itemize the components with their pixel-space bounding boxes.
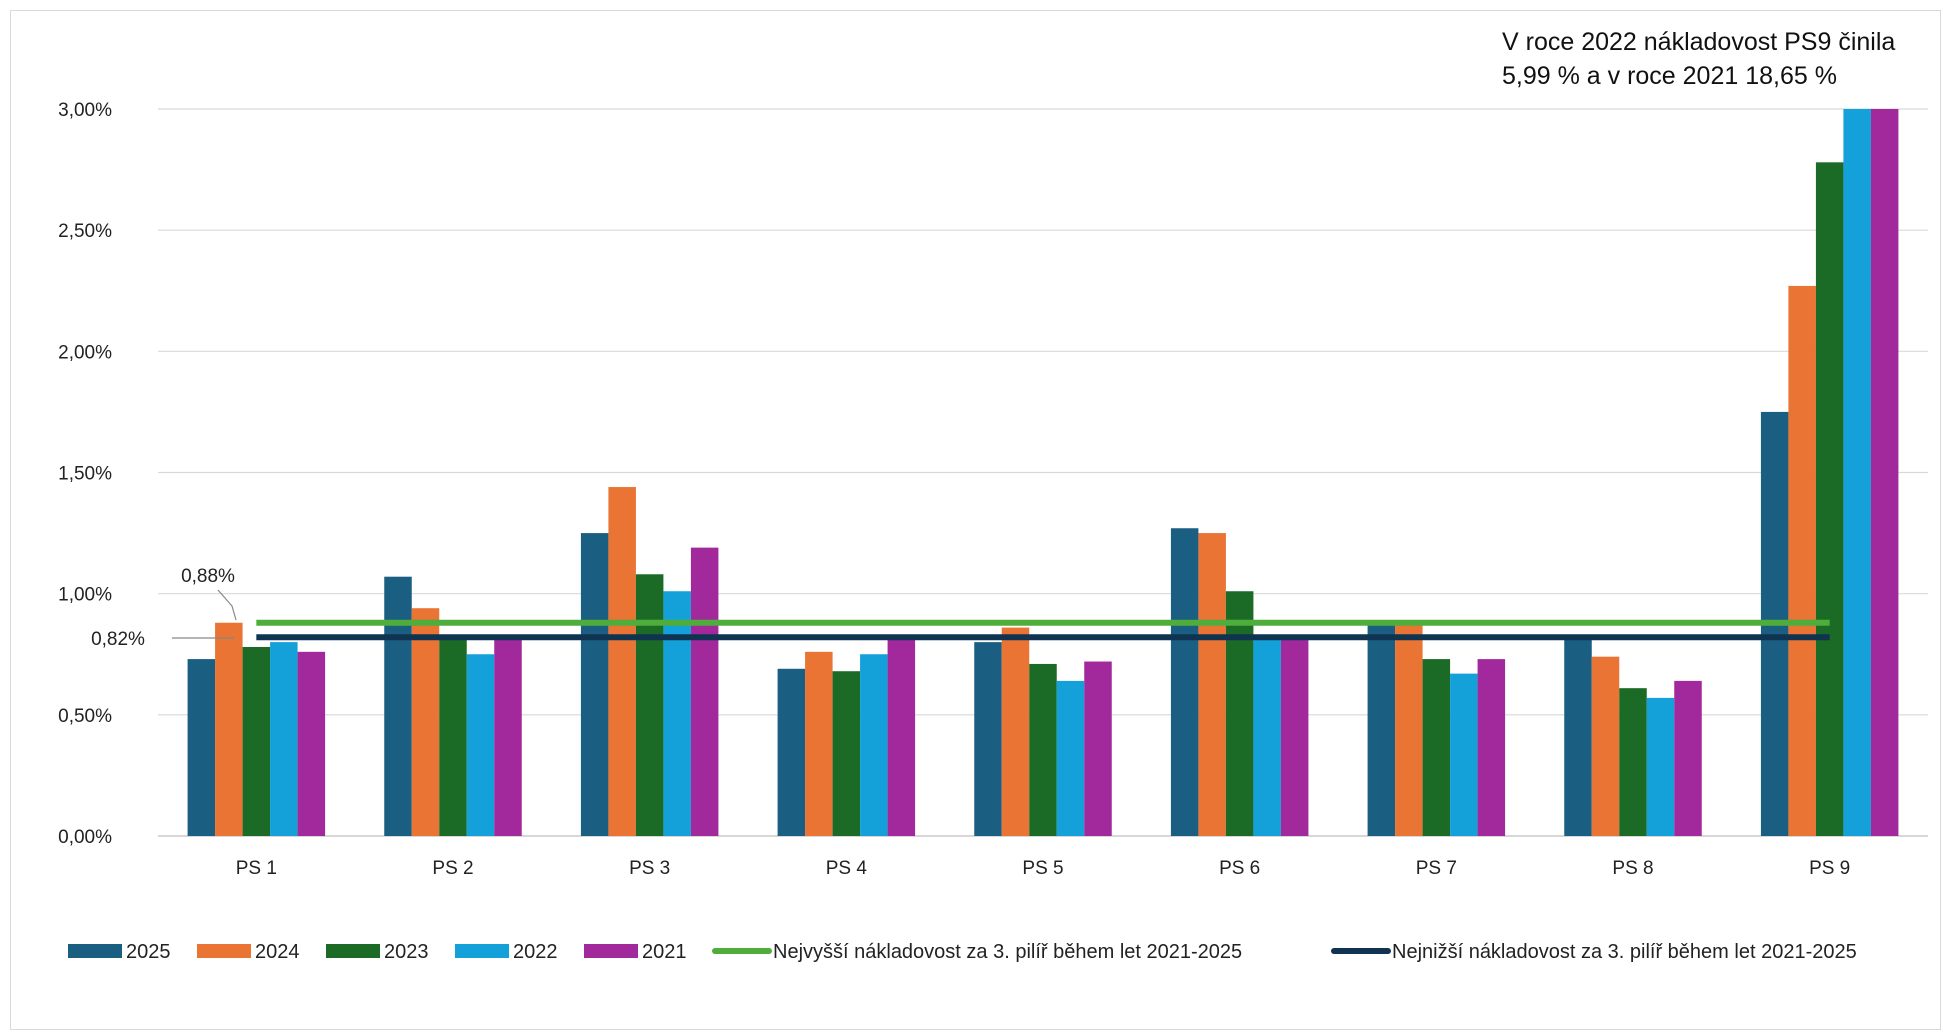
legend-label: 2023 <box>384 941 429 963</box>
bar-2022-ps3 <box>663 591 691 836</box>
legend-swatch <box>584 944 638 958</box>
x-tick-label: PS 2 <box>432 858 473 879</box>
bar-2021-ps4 <box>887 634 916 836</box>
legend: 2025 2024 2023 2022 2021 Nejvyšší nákladovost… <box>68 941 1857 963</box>
bar-2021-ps3 <box>690 547 719 836</box>
bar-2024-ps7 <box>1395 622 1423 836</box>
bar-2021-ps1 <box>297 651 326 836</box>
bar-2023-ps2 <box>439 639 467 836</box>
bar-2021-ps9 <box>1870 109 1899 836</box>
y-tick-label: 0,50% <box>58 706 112 727</box>
bar-2022-ps1 <box>270 642 298 836</box>
legend-swatch <box>68 944 122 958</box>
legend-label: 2022 <box>513 941 558 963</box>
annotation-line-1: V roce 2022 nákladovost PS9 činila <box>1502 28 1895 56</box>
bar-2022-ps9 <box>1843 109 1871 836</box>
x-tick-label: PS 4 <box>826 858 868 879</box>
y-tick-label: 2,00% <box>58 342 112 363</box>
bar-2025-ps3 <box>580 533 609 836</box>
bar-2024-ps8 <box>1591 656 1620 836</box>
bar-2024-ps5 <box>1001 627 1030 836</box>
bar-2023-ps5 <box>1029 663 1057 836</box>
reference-line-label: 0,88% <box>181 566 235 587</box>
bar-2024-ps3 <box>608 487 636 836</box>
bar-2024-ps4 <box>805 651 833 836</box>
label-leader-line <box>217 589 237 621</box>
x-axis-ticks: PS 1 PS 2 PS 3 PS 4 PS 5 PS 6 PS 7 PS 8 PS 9 <box>236 858 1851 879</box>
bar-2021-ps5 <box>1084 661 1112 836</box>
bar-2021-ps2 <box>494 634 522 836</box>
y-axis-ticks: 0,00% 0,50% 1,00% 1,50% 2,00% 2,50% 3,00% <box>58 100 112 848</box>
x-tick-label: PS 8 <box>1612 858 1653 879</box>
bar-2024-ps6 <box>1198 533 1226 836</box>
bar-2025-ps7 <box>1367 625 1396 836</box>
bar-2022-ps5 <box>1056 680 1085 836</box>
bars <box>187 109 1899 836</box>
bar-2023-ps4 <box>832 671 861 836</box>
x-tick-label: PS 7 <box>1416 858 1457 879</box>
bar-2024-ps2 <box>411 608 440 836</box>
bar-2023-ps3 <box>635 574 664 836</box>
bar-2025-ps1 <box>187 659 216 836</box>
bar-2025-ps6 <box>1170 528 1199 836</box>
reference-lines: 0,88% 0,82% <box>91 566 1830 650</box>
bar-2023-ps6 <box>1225 591 1254 836</box>
bar-2024-ps1 <box>215 622 243 836</box>
bar-2023-ps9 <box>1815 162 1844 836</box>
bar-2023-ps1 <box>242 646 271 836</box>
bar-2021-ps8 <box>1674 680 1702 836</box>
legend-label: Nejvyšší nákladovost za 3. pilíř během l… <box>773 941 1242 963</box>
reference-line-label: 0,82% <box>91 629 145 650</box>
bar-2022-ps7 <box>1450 673 1478 836</box>
bar-2024-ps9 <box>1788 285 1816 836</box>
bar-2023-ps7 <box>1422 659 1451 836</box>
bar-2022-ps6 <box>1253 634 1281 836</box>
y-tick-label: 0,00% <box>58 827 112 848</box>
bar-2021-ps7 <box>1477 659 1506 836</box>
y-tick-label: 2,50% <box>58 221 112 242</box>
legend-swatch <box>326 944 380 958</box>
bar-2025-ps5 <box>974 642 1002 836</box>
y-tick-label: 1,50% <box>58 464 112 485</box>
legend-label: 2021 <box>642 941 687 963</box>
bar-2022-ps4 <box>860 654 888 836</box>
legend-label: Nejnižší nákladovost za 3. pilíř během l… <box>1392 941 1857 963</box>
y-tick-label: 1,00% <box>58 585 112 606</box>
bar-2023-ps8 <box>1619 688 1647 836</box>
chart-frame <box>10 10 1941 1030</box>
bar-2022-ps2 <box>466 654 495 836</box>
legend-label: 2025 <box>126 941 171 963</box>
x-tick-label: PS 6 <box>1219 858 1260 879</box>
bar-2025-ps2 <box>384 576 412 836</box>
legend-swatch <box>197 944 251 958</box>
x-tick-label: PS 5 <box>1022 858 1063 879</box>
annotation-line-2: 5,99 % a v roce 2021 18,65 % <box>1502 62 1837 90</box>
bar-2025-ps4 <box>777 668 806 836</box>
bar-2022-ps8 <box>1646 697 1675 836</box>
x-tick-label: PS 9 <box>1809 858 1850 879</box>
legend-swatch <box>455 944 509 958</box>
legend-label: 2024 <box>255 941 300 963</box>
y-tick-label: 3,00% <box>58 100 112 121</box>
bar-2021-ps6 <box>1280 634 1309 836</box>
x-tick-label: PS 1 <box>236 858 277 879</box>
bar-2025-ps8 <box>1564 634 1592 836</box>
x-tick-label: PS 3 <box>629 858 670 879</box>
